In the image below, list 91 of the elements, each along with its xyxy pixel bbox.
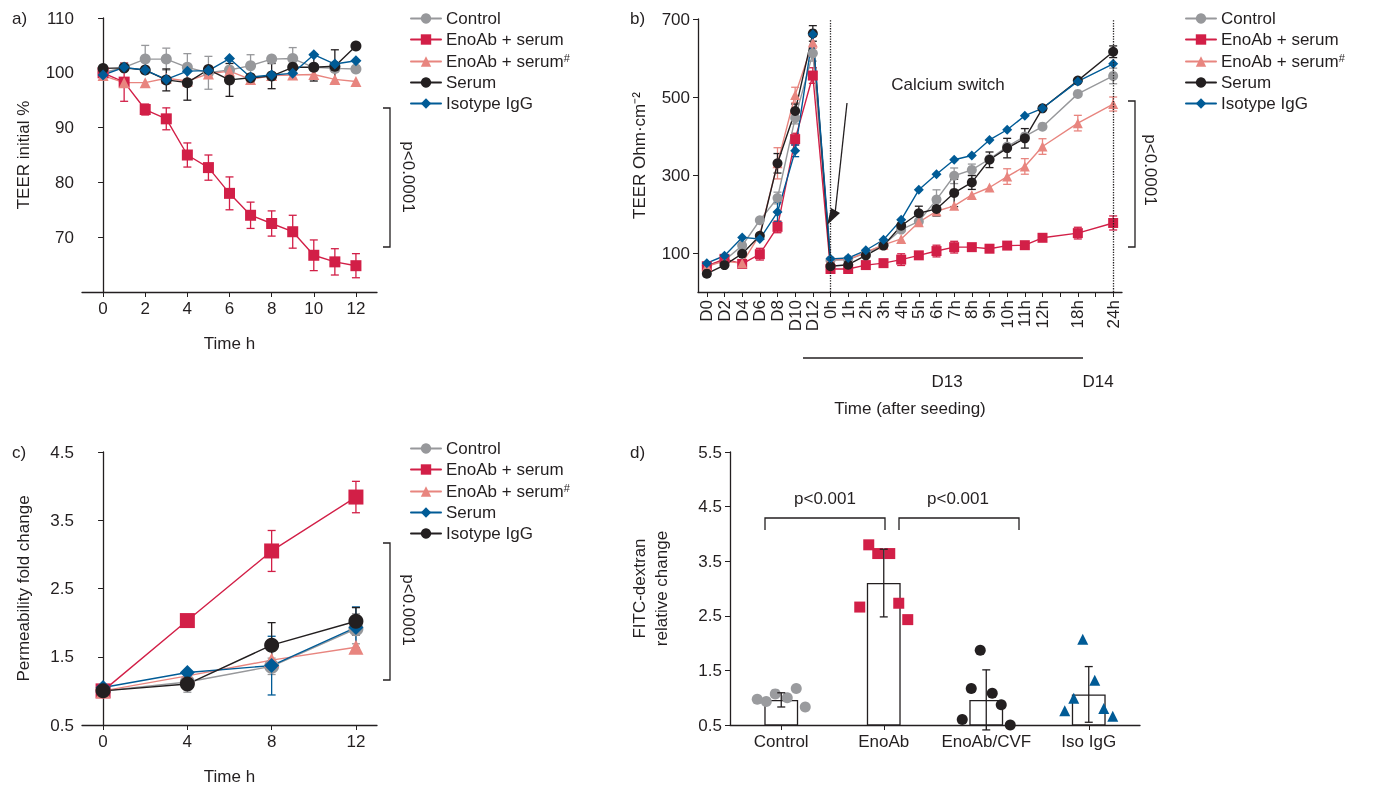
x-tick-label: 2h: [856, 300, 876, 319]
x-tick-label: 2: [140, 299, 150, 318]
x-tick-label: D8: [768, 300, 787, 322]
x-tick-label: Iso IgG: [1061, 732, 1117, 751]
x-axis-title: Time h: [203, 766, 256, 786]
x-tick-label: 8: [266, 732, 277, 751]
y-tick-label: 2.5: [698, 606, 722, 626]
x-tick-label: D6: [750, 300, 770, 322]
legend-label: EnoAb + serum: [446, 30, 564, 49]
y-tick-label: 0.5: [698, 715, 722, 735]
x-axis-title: Time (after seeding): [834, 399, 986, 418]
legend-label: EnoAb + serum#: [446, 51, 571, 71]
x-tick-label: Control: [753, 732, 809, 751]
text: d): [630, 442, 646, 462]
x-tick-label: 0: [98, 732, 108, 751]
legend-label: Control: [1221, 9, 1276, 28]
annotation: p<0.001: [794, 488, 856, 508]
y-axis-title: TEER Ohm·cm⁻²: [630, 91, 650, 219]
x-tick-label: 4h: [891, 300, 911, 319]
x-tick-label: 8: [266, 299, 277, 318]
legend-label: Isotype IgG: [1221, 94, 1308, 113]
x-tick-label: 12: [346, 732, 366, 751]
text: c): [12, 442, 27, 462]
x-tick-label: 5h: [909, 300, 929, 319]
x-tick-label: D4: [732, 300, 752, 322]
annotation: p<0.001: [927, 488, 989, 508]
x-tick-label: 24h: [1103, 300, 1123, 329]
y-tick-label: 70: [55, 227, 74, 247]
y-tick-label: 3.5: [698, 551, 722, 571]
x-axis-title: Time h: [203, 333, 256, 353]
x-tick-label: 3h: [874, 300, 893, 319]
text: p<0.0001: [398, 574, 418, 646]
y-tick-label: 300: [661, 165, 690, 185]
annotation: Calcium switch: [891, 74, 1005, 94]
y-axis-title: FITC-dextran relative change: [629, 530, 671, 647]
y-tick-label: 110: [46, 8, 74, 28]
x-tick-label: EnoAb: [858, 732, 910, 751]
x-tick-label: 18h: [1068, 300, 1088, 329]
text: p<0.0001: [1140, 134, 1160, 206]
x-tick-label: 4: [182, 299, 193, 318]
x-tick-label: 0h: [821, 300, 840, 319]
y-tick-label: 90: [55, 118, 74, 138]
y-tick-label: 700: [661, 9, 690, 29]
text: D14: [1082, 371, 1114, 391]
legend-label: EnoAb + serum#: [1221, 51, 1346, 71]
legend-label: Serum: [446, 73, 497, 92]
x-tick-label: 8h: [962, 300, 982, 319]
y-axis-title: TEER initial %: [13, 100, 33, 210]
y-tick-label: 3.5: [50, 510, 74, 530]
y-tick-label: 1.5: [698, 660, 722, 680]
y-tick-label: 500: [661, 87, 690, 107]
x-tick-label: 9h: [980, 300, 999, 319]
x-tick-label: 4: [182, 732, 193, 751]
x-tick-label: 6h: [927, 300, 946, 319]
text: b): [630, 8, 646, 28]
text: p<0.0001: [398, 141, 418, 213]
y-tick-label: 1.5: [50, 647, 74, 667]
x-tick-label: D2: [715, 300, 734, 322]
y-tick-label: 5.5: [698, 442, 722, 462]
legend-label: Control: [446, 439, 501, 458]
y-tick-label: 100: [45, 63, 74, 83]
x-tick-label: 11h: [1015, 300, 1035, 328]
legend-label: EnoAb + serum#: [446, 481, 571, 501]
x-tick-label: D0: [697, 300, 717, 322]
x-tick-label: D12: [803, 300, 823, 332]
y-tick-label: 80: [55, 172, 74, 192]
legend-label: Serum: [446, 503, 497, 522]
x-tick-label: 7h: [944, 300, 964, 319]
legend-label: Isotype IgG: [446, 94, 533, 113]
y-tick-label: 4.5: [698, 497, 722, 517]
y-tick-label: 4.5: [50, 442, 74, 462]
legend-label: EnoAb + serum: [1221, 30, 1339, 49]
x-tick-label: 12h: [1033, 300, 1052, 329]
x-tick-label: 10h: [997, 300, 1017, 329]
y-tick-label: 2.5: [50, 579, 74, 598]
x-tick-label: 6: [224, 299, 235, 318]
legend-label: EnoAb + serum: [446, 460, 564, 479]
x-tick-label: 12: [346, 299, 366, 318]
y-axis-title: Permeability fold change: [13, 495, 33, 682]
x-tick-label: 1h: [838, 300, 858, 319]
x-tick-label: D10: [785, 300, 805, 332]
text: a): [12, 8, 28, 28]
x-tick-label: 0: [98, 299, 108, 318]
y-tick-label: 0.5: [50, 715, 74, 735]
text: D13: [931, 371, 963, 391]
legend-label: Control: [446, 9, 501, 28]
y-tick-label: 100: [661, 243, 690, 263]
x-tick-label: 10: [304, 299, 324, 318]
legend-label: Isotype IgG: [446, 524, 533, 543]
x-tick-label: EnoAb/CVF: [941, 732, 1032, 751]
legend-label: Serum: [1221, 73, 1272, 92]
